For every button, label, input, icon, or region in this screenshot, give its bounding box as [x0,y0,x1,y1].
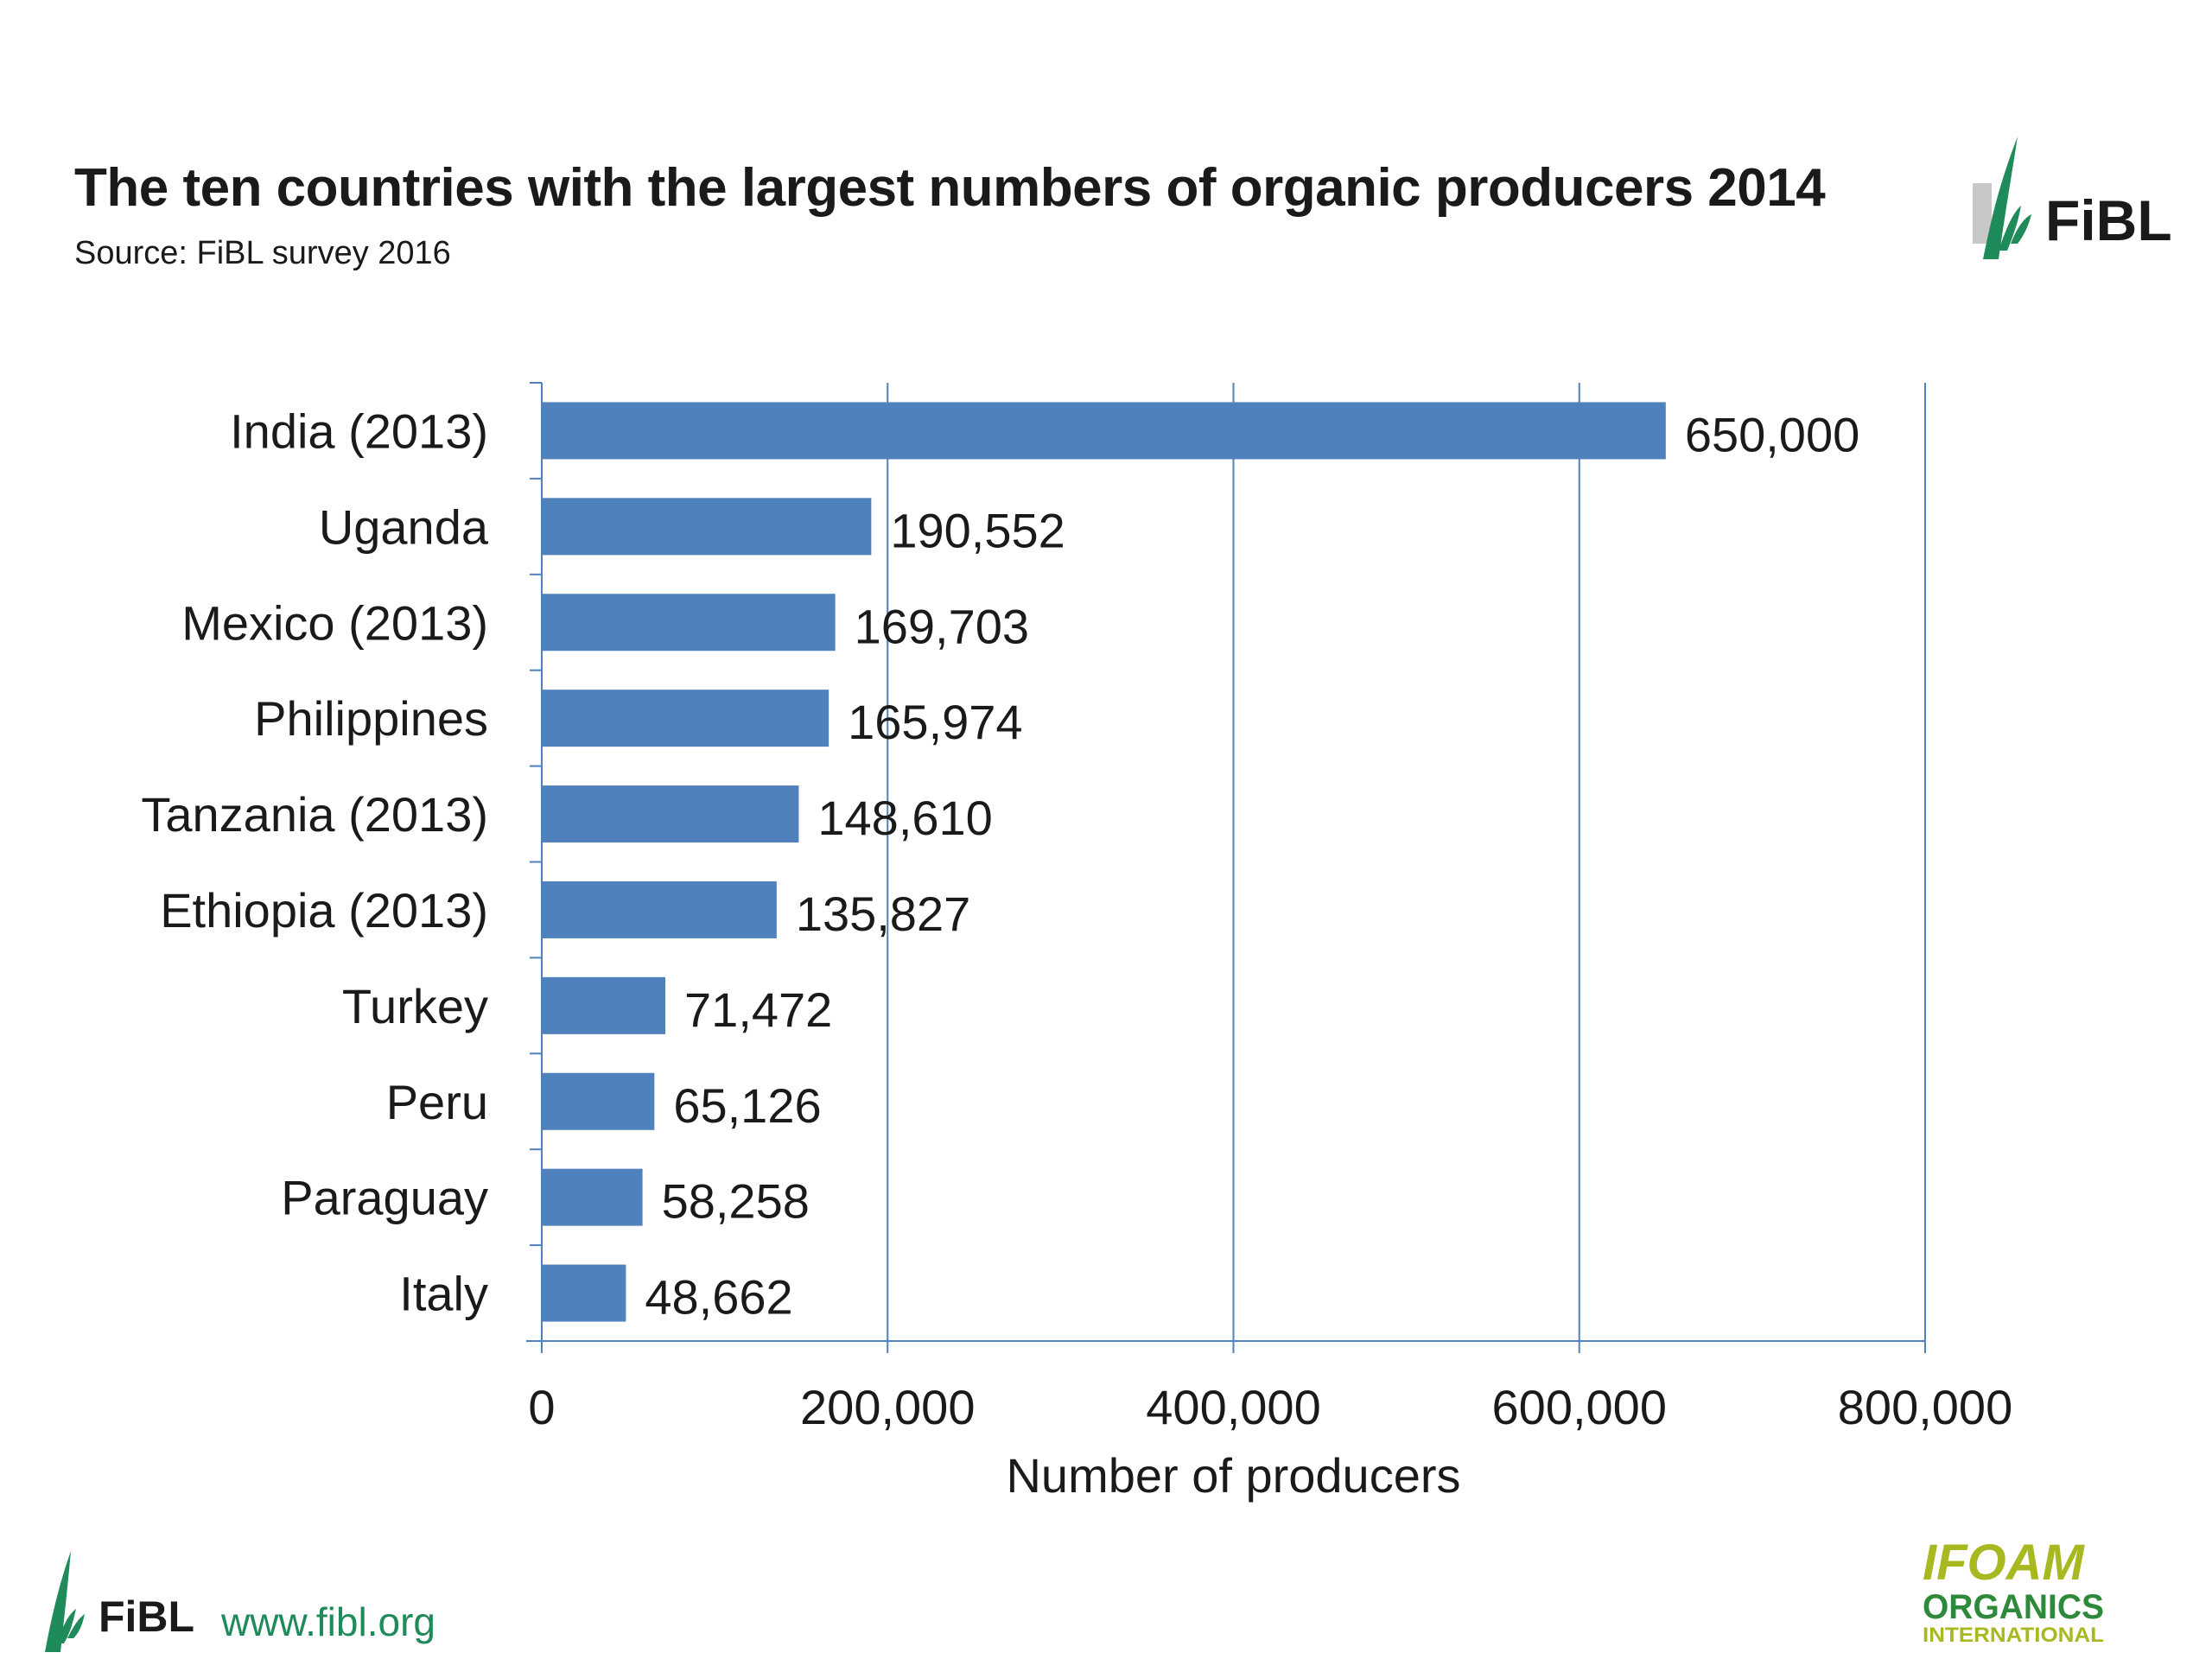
bar[interactable] [542,976,666,1034]
category-label: Philippines [254,691,488,746]
data-label: 190,552 [890,503,1065,557]
fibl-logo: FiBL [1973,137,2172,259]
category-label: Tanzania (2013) [141,787,488,842]
bar[interactable] [542,1168,643,1226]
data-label: 169,703 [855,599,1029,653]
data-label: 71,472 [684,982,832,1037]
fibl-footer-leaf [45,1551,71,1652]
category-label: Ethiopia (2013) [160,883,488,938]
website-link[interactable]: www.fibl.org [221,1599,435,1644]
ifoam-logo: IFOAM ORGANICS INTERNATIONAL [1923,1535,2104,1647]
x-tick-label: 600,000 [1492,1380,1667,1434]
chart-title: The ten countries with the largest numbe… [74,158,1826,218]
x-tick-label: 800,000 [1838,1380,2012,1434]
bar[interactable] [542,785,799,843]
data-label: 65,126 [673,1078,821,1133]
category-label: Mexico (2013) [181,595,488,650]
category-label: Peru [386,1075,488,1129]
fibl-logo-grey-block [1973,183,1992,244]
category-label: Uganda [319,499,489,554]
x-tick-label: 0 [528,1380,555,1434]
bar[interactable] [542,690,830,747]
bar[interactable] [542,880,777,938]
bar[interactable] [542,402,1666,460]
ifoam-logo-line3: INTERNATIONAL [1923,1624,2104,1647]
fibl-footer-leaf-small-2 [67,1614,85,1638]
category-label: Turkey [342,979,488,1033]
data-label: 650,000 [1685,407,1859,461]
category-label: India (2013) [230,404,488,458]
ifoam-logo-line1: IFOAM [1923,1535,2086,1591]
data-label: 48,662 [645,1270,792,1325]
x-axis-title: Number of producers [1006,1448,1460,1503]
chart-source: Source: FiBL survey 2016 [74,235,451,271]
data-label: 165,974 [848,695,1022,749]
fibl-footer-leaf-small [57,1609,76,1643]
fibl-logo-text: FiBL [2045,188,2172,252]
fibl-logo-leaf-small [1999,206,2021,251]
x-tick-label: 200,000 [800,1380,975,1434]
data-label: 135,827 [796,887,970,941]
category-label: Italy [399,1267,488,1321]
fibl-footer-text: FiBL [99,1592,194,1641]
ifoam-logo-line2: ORGANICS [1923,1588,2104,1626]
category-label: Paraguay [281,1171,488,1225]
fibl-logo-footer: FiBL [45,1551,194,1652]
data-label: 148,610 [817,791,992,845]
x-tick-label: 400,000 [1146,1380,1320,1434]
bar[interactable] [542,498,872,556]
bar[interactable] [542,1072,655,1130]
fibl-logo-leaf-small-2 [2011,214,2031,244]
bar[interactable] [542,594,836,652]
fibl-logo-leaf [1983,137,2018,259]
data-label: 58,258 [662,1174,810,1229]
bar[interactable] [542,1264,626,1322]
